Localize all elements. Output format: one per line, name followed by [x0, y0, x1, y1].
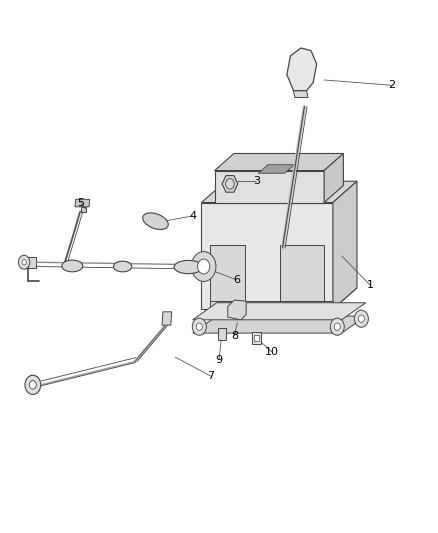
Text: 4: 4: [189, 211, 196, 221]
Circle shape: [330, 318, 344, 335]
Circle shape: [192, 318, 206, 335]
Polygon shape: [258, 165, 294, 173]
Circle shape: [22, 260, 26, 265]
Polygon shape: [215, 171, 324, 203]
Polygon shape: [215, 154, 343, 171]
Circle shape: [354, 310, 368, 327]
Text: 5: 5: [78, 198, 85, 207]
Polygon shape: [280, 245, 324, 312]
Polygon shape: [210, 301, 333, 322]
Polygon shape: [201, 181, 357, 203]
Circle shape: [25, 375, 41, 394]
Polygon shape: [293, 91, 308, 98]
Text: 1: 1: [367, 280, 374, 290]
Polygon shape: [201, 288, 357, 309]
Polygon shape: [333, 181, 357, 309]
Ellipse shape: [174, 260, 203, 274]
Text: 2: 2: [389, 80, 396, 90]
Circle shape: [191, 252, 216, 281]
Bar: [218, 328, 226, 340]
Ellipse shape: [143, 213, 168, 230]
Polygon shape: [75, 199, 90, 207]
Polygon shape: [222, 175, 238, 192]
Circle shape: [18, 255, 30, 269]
Polygon shape: [324, 154, 343, 203]
Text: 3: 3: [253, 176, 260, 186]
Polygon shape: [210, 245, 245, 312]
Polygon shape: [81, 207, 86, 212]
Ellipse shape: [113, 261, 132, 272]
Bar: [252, 332, 261, 344]
Circle shape: [29, 381, 36, 389]
Bar: [254, 335, 259, 341]
Polygon shape: [162, 312, 172, 325]
Polygon shape: [287, 48, 317, 91]
Polygon shape: [193, 303, 366, 320]
Circle shape: [334, 323, 340, 330]
Polygon shape: [193, 316, 366, 333]
Polygon shape: [228, 300, 246, 320]
Text: 7: 7: [207, 371, 214, 381]
Ellipse shape: [62, 260, 83, 272]
Text: 6: 6: [233, 275, 240, 285]
Circle shape: [358, 315, 364, 322]
Text: 9: 9: [215, 355, 223, 365]
Polygon shape: [23, 257, 36, 268]
Circle shape: [196, 323, 202, 330]
Circle shape: [198, 259, 210, 274]
Polygon shape: [201, 203, 333, 309]
Text: 8: 8: [231, 331, 238, 341]
Text: 10: 10: [265, 347, 279, 357]
